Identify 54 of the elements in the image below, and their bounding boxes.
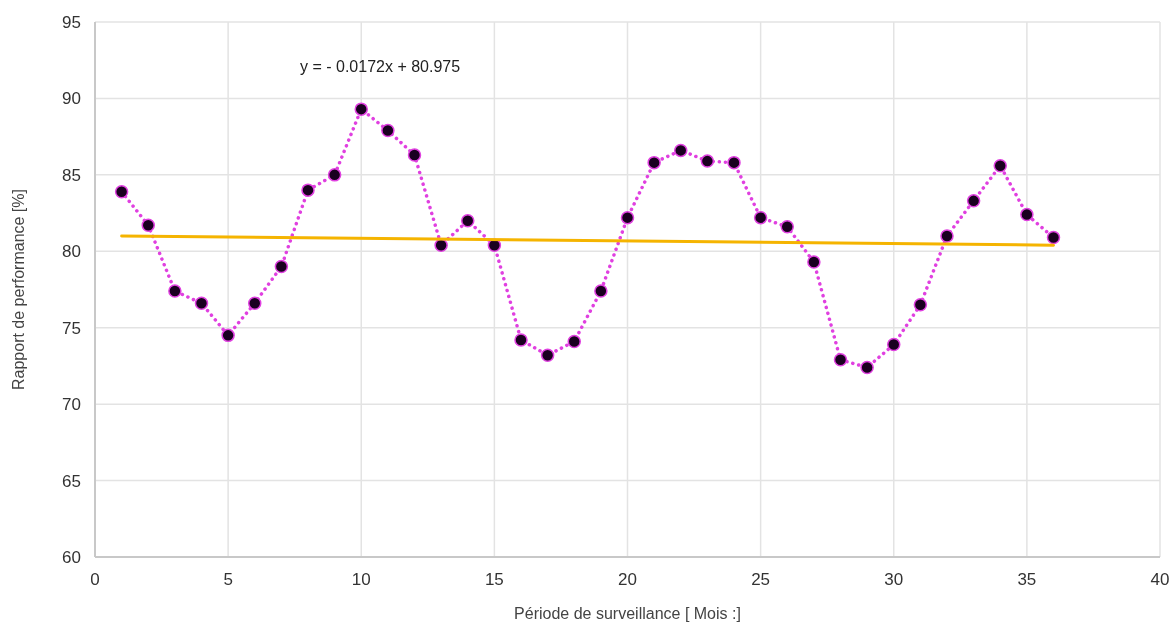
point — [141, 218, 155, 233]
point — [860, 360, 874, 375]
x-tick-label: 25 — [751, 570, 771, 589]
point — [940, 229, 954, 243]
x-tick-label: 30 — [884, 570, 904, 589]
point — [753, 210, 768, 225]
point — [168, 284, 182, 298]
point — [1020, 207, 1034, 222]
x-tick-label: 40 — [1150, 570, 1170, 589]
point — [381, 123, 395, 138]
point — [114, 184, 129, 199]
point — [780, 220, 794, 234]
point — [674, 143, 688, 158]
point — [567, 334, 581, 349]
point — [993, 158, 1007, 173]
point — [594, 284, 608, 298]
y-tick-label: 90 — [62, 89, 81, 109]
point — [274, 259, 289, 274]
point — [194, 296, 209, 311]
y-tick-label: 95 — [62, 13, 81, 32]
x-tick-label: 20 — [618, 570, 637, 589]
point — [407, 148, 422, 162]
point — [514, 333, 528, 347]
y-tick-label: 65 — [62, 471, 81, 491]
point — [700, 154, 715, 168]
x-axis-title: Période de surveillance [ Mois :] — [514, 605, 741, 622]
y-tick-label: 80 — [62, 242, 81, 262]
point — [913, 298, 928, 312]
point — [647, 155, 661, 170]
y-tick-label: 75 — [62, 318, 81, 338]
point — [727, 155, 741, 170]
point — [221, 328, 235, 343]
x-tick-label: 10 — [351, 570, 371, 589]
point — [1046, 230, 1061, 245]
y-tick-label: 60 — [62, 548, 81, 567]
point — [887, 337, 901, 352]
point — [966, 194, 981, 208]
point — [354, 102, 368, 116]
annotation: y = - 0.0172x + 80.975 — [300, 58, 461, 75]
x-tick-label: 15 — [484, 570, 504, 589]
y-tick-label: 70 — [62, 395, 81, 415]
point — [248, 296, 262, 311]
x-tick-label: 5 — [223, 570, 233, 589]
point — [833, 353, 848, 367]
x-tick-label: 35 — [1017, 570, 1037, 589]
point — [327, 168, 342, 182]
y-axis-title: Rapport de performance [%] — [10, 189, 27, 390]
point — [620, 210, 635, 225]
y-tick-label: 85 — [62, 165, 81, 185]
point — [807, 255, 821, 269]
point — [301, 183, 315, 197]
point — [461, 213, 475, 228]
point — [540, 348, 555, 362]
x-tick-label: 0 — [90, 570, 100, 589]
